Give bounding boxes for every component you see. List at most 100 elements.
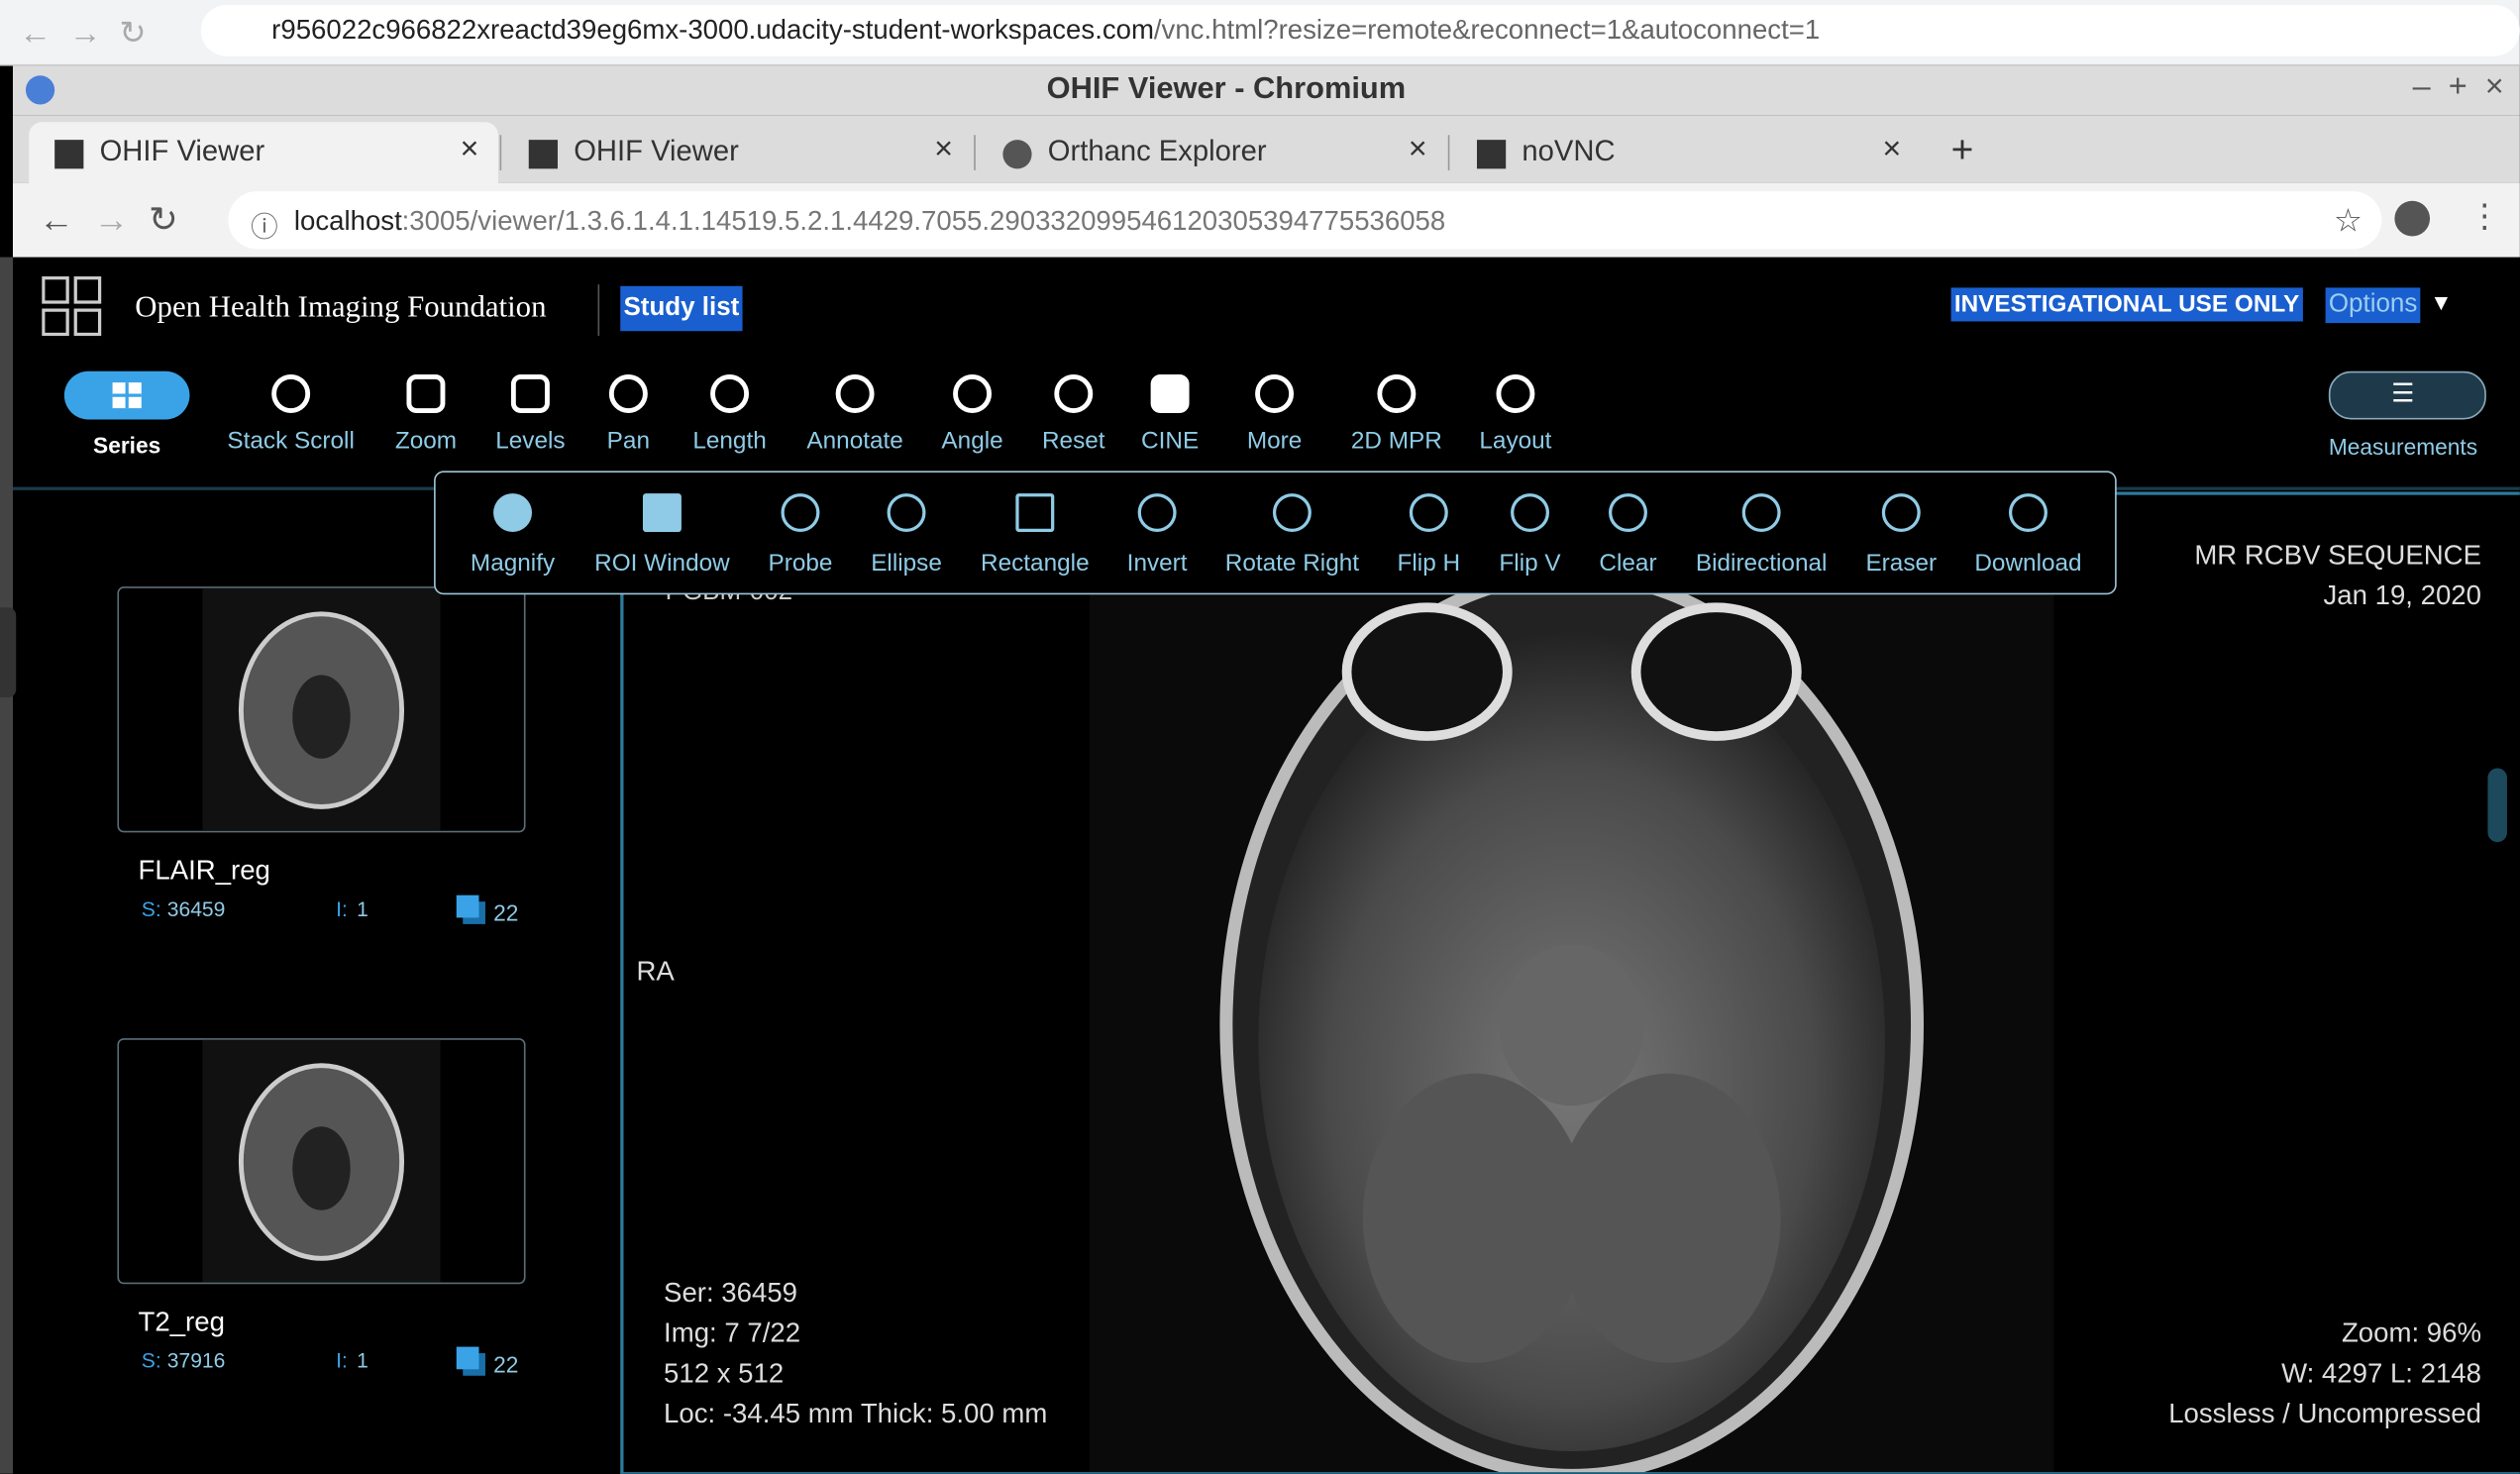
tool-icon[interactable] (1377, 374, 1417, 413)
menu-icon[interactable] (493, 493, 533, 533)
menu-icon[interactable] (1015, 493, 1055, 533)
tool-label[interactable]: 2D MPR (1350, 427, 1442, 456)
new-tab[interactable]: + (1950, 128, 1974, 172)
tab[interactable]: Orthanc Explorer × (974, 122, 1446, 183)
menu-label[interactable]: Eraser (1865, 549, 1938, 578)
series-s: 36459 (166, 896, 226, 921)
menu-icon[interactable]: ⋮ (2468, 199, 2501, 235)
options-caret[interactable]: ▼ (2430, 289, 2453, 315)
menu-label[interactable]: Flip V (1499, 549, 1561, 578)
bookmark-star[interactable]: ☆ (2333, 204, 2362, 240)
series-i: 1 (357, 1348, 368, 1373)
tool-label[interactable]: Pan (606, 427, 651, 456)
measurements-toggle[interactable]: ☰ (2328, 370, 2486, 420)
tab-icon (1476, 140, 1507, 169)
thumbnail-image (202, 1039, 441, 1283)
series-name: FLAIR_reg (138, 855, 270, 886)
tool-icon[interactable] (510, 374, 550, 413)
tool-label[interactable]: Stack Scroll (227, 427, 355, 456)
menu-icon[interactable] (2009, 493, 2048, 533)
tool-label[interactable]: More (1246, 427, 1303, 456)
tool-icon[interactable] (406, 374, 446, 413)
tool-label[interactable]: CINE (1141, 427, 1200, 456)
window-controls[interactable]: – + × (2412, 68, 2504, 105)
menu-icon[interactable] (1511, 493, 1549, 533)
menu-icon[interactable] (1137, 493, 1177, 533)
profile-icon[interactable] (2394, 200, 2431, 237)
url-box[interactable]: ⓘ localhost :3005/viewer/1.3.6.1.4.1.145… (228, 191, 2382, 250)
tool-label[interactable]: Angle (941, 427, 1003, 456)
menu-label[interactable]: Rotate Right (1224, 549, 1360, 578)
window-title: OHIF Viewer - Chromium (1046, 72, 1407, 107)
series-s-label: S: (141, 896, 161, 921)
tool-icon (112, 382, 142, 409)
tool-icon[interactable] (1150, 374, 1190, 413)
menu-icon[interactable] (1272, 493, 1312, 533)
tool-label[interactable]: Layout (1479, 427, 1552, 456)
tool-label[interactable]: Length (692, 427, 767, 456)
app-icon (25, 75, 55, 105)
thumbnail-image (202, 587, 441, 831)
menu-label[interactable]: Flip H (1397, 549, 1461, 578)
scrollbar[interactable] (2487, 768, 2507, 843)
tab[interactable]: noVNC × (1447, 122, 1921, 183)
tool-label[interactable]: Reset (1041, 427, 1105, 456)
menu-icon[interactable] (887, 493, 926, 533)
series-thumbnail[interactable] (117, 586, 526, 833)
panel-handle[interactable] (0, 607, 17, 698)
tool-icon[interactable] (1054, 374, 1094, 413)
overlay-text: Jan 19, 2020 (2323, 579, 2481, 611)
menu-label[interactable]: ROI Window (594, 549, 730, 578)
menu-label[interactable]: Magnify (470, 549, 556, 578)
tool-icon[interactable] (608, 374, 648, 413)
series-i: 1 (357, 896, 368, 921)
series-name: T2_reg (138, 1307, 225, 1337)
tab-close[interactable]: × (934, 132, 954, 167)
menu-label[interactable]: Bidirectional (1695, 549, 1828, 578)
tool-label[interactable]: Zoom (394, 427, 458, 456)
outer-url-box[interactable]: r956022c966822xreactd39eg6mx-3000.udacit… (200, 4, 2520, 56)
logo (42, 276, 102, 337)
menu-label[interactable]: Download (1974, 549, 2082, 578)
more-menu: Magnify ROI Window Probe Ellipse Rectangle In… (434, 471, 2117, 595)
outer-toolbar: ← → ↻ r956022c966822xreactd39eg6mx-3000.… (0, 0, 2520, 66)
menu-label[interactable]: Ellipse (871, 549, 942, 578)
mri-image (1089, 494, 2054, 1473)
menu-label[interactable]: Invert (1126, 549, 1188, 578)
tab-close[interactable]: × (460, 132, 479, 167)
tab[interactable]: OHIF Viewer × (29, 122, 498, 183)
nav-buttons[interactable]: ← → ↻ (19, 16, 147, 52)
tab-title: OHIF Viewer (99, 135, 265, 167)
menu-icon[interactable] (1609, 493, 1647, 533)
divider (597, 284, 600, 337)
overlay-text: Zoom: 96% (2341, 1317, 2481, 1349)
series-i-label: I: (336, 1348, 348, 1373)
menu-icon[interactable] (781, 493, 820, 533)
tool-icon[interactable] (710, 374, 750, 413)
tool-icon[interactable] (835, 374, 875, 413)
tool-icon[interactable] (271, 374, 311, 413)
tool-label[interactable]: Series (93, 432, 161, 459)
tool-label[interactable]: Levels (495, 427, 566, 456)
study-list-button[interactable]: Study list (620, 285, 743, 332)
overlay-text: Ser: 36459 (664, 1277, 798, 1309)
tool-icon[interactable] (1255, 374, 1295, 413)
nav-buttons[interactable]: ← → ↻ (38, 199, 178, 240)
options-button[interactable]: Options (2325, 287, 2421, 324)
tool-label[interactable]: Annotate (806, 427, 903, 456)
tab-close[interactable]: × (1408, 132, 1427, 167)
menu-icon[interactable] (642, 493, 682, 533)
menu-icon[interactable] (1881, 493, 1921, 533)
tool-icon[interactable] (953, 374, 993, 413)
menu-label[interactable]: Rectangle (981, 549, 1090, 578)
tab-close[interactable]: × (1882, 132, 1902, 167)
menu-icon[interactable] (1409, 493, 1448, 533)
menu-icon[interactable] (1741, 493, 1781, 533)
series-thumbnail[interactable] (117, 1038, 526, 1285)
tool-icon[interactable] (1496, 374, 1535, 413)
menu-label[interactable]: Probe (768, 549, 833, 578)
menu-label[interactable]: Clear (1599, 549, 1657, 578)
overlay-text: Loc: -34.45 mm Thick: 5.00 mm (664, 1398, 1048, 1429)
tab[interactable]: OHIF Viewer × (499, 122, 973, 183)
